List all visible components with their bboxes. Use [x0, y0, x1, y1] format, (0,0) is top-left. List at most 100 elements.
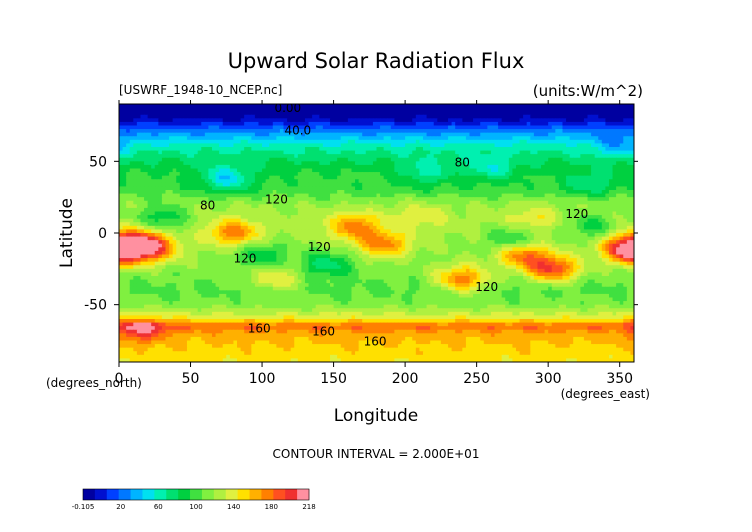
heatmap-cell — [523, 147, 528, 152]
heatmap-cell — [623, 190, 628, 195]
heatmap-cell — [405, 225, 410, 231]
heatmap-cell — [122, 154, 127, 159]
heatmap-cell — [383, 200, 388, 205]
heatmap-cell — [219, 147, 224, 152]
heatmap-cell — [530, 200, 535, 205]
heatmap-cell — [154, 225, 159, 231]
heatmap-cell — [501, 164, 506, 170]
heatmap-cell — [440, 121, 446, 127]
heatmap-cell — [308, 164, 313, 170]
heatmap-cell — [444, 132, 449, 137]
heatmap-cell — [591, 204, 596, 209]
heatmap-cell — [337, 104, 342, 109]
heatmap-cell — [433, 225, 438, 231]
heatmap-cell — [358, 139, 363, 145]
heatmap-cell — [587, 197, 592, 202]
heatmap-cell — [448, 132, 453, 137]
heatmap-cell — [630, 150, 634, 155]
heatmap-cell — [566, 118, 571, 123]
heatmap-cell — [480, 107, 485, 112]
heatmap-cell — [158, 114, 163, 119]
heatmap-cell — [276, 179, 281, 184]
heatmap-cell — [616, 114, 621, 119]
heatmap-cell — [262, 147, 267, 152]
heatmap-cell — [369, 225, 374, 231]
heatmap-cell — [483, 197, 488, 202]
heatmap-cell — [133, 200, 138, 205]
heatmap-cell — [455, 197, 460, 202]
heatmap-cell — [573, 121, 578, 127]
heatmap-cell — [490, 215, 496, 220]
heatmap-cell — [448, 129, 453, 134]
heatmap-cell — [569, 168, 574, 173]
heatmap-cell — [619, 197, 624, 202]
heatmap-cell — [601, 186, 606, 191]
heatmap-cell — [126, 125, 131, 130]
heatmap-cell — [422, 190, 428, 195]
heatmap-cell — [401, 190, 406, 195]
heatmap-cell — [308, 114, 313, 119]
heatmap-cell — [619, 118, 624, 123]
heatmap-cell — [297, 104, 302, 109]
heatmap-cell — [519, 121, 524, 127]
heatmap-cell — [272, 157, 277, 162]
heatmap-cell — [269, 168, 274, 173]
heatmap-cell — [465, 154, 471, 159]
heatmap-cell — [541, 211, 546, 216]
heatmap-cell — [190, 154, 195, 159]
heatmap-cell — [483, 211, 488, 216]
heatmap-cell — [448, 186, 453, 191]
heatmap-cell — [619, 107, 624, 112]
heatmap-cell — [144, 193, 149, 198]
heatmap-cell — [544, 114, 549, 119]
heatmap-cell — [190, 204, 195, 209]
heatmap-cell — [458, 118, 463, 123]
heatmap-cell — [169, 190, 174, 195]
heatmap-cell — [358, 211, 363, 216]
heatmap-cell — [526, 179, 531, 184]
heatmap-cell — [548, 104, 553, 109]
heatmap-cell — [566, 125, 571, 130]
heatmap-cell — [512, 193, 517, 198]
heatmap-cell — [287, 197, 292, 202]
heatmap-cell — [272, 164, 277, 170]
heatmap-cell — [319, 218, 324, 223]
heatmap-cell — [254, 168, 260, 173]
heatmap-cell — [330, 139, 335, 145]
heatmap-cell — [544, 179, 549, 184]
heatmap-cell — [262, 215, 267, 220]
heatmap-cell — [244, 132, 249, 137]
heatmap-cell — [194, 121, 199, 127]
heatmap-cell — [426, 161, 431, 166]
heatmap-cell — [487, 107, 492, 112]
heatmap-cell — [215, 143, 220, 148]
heatmap-cell — [251, 164, 256, 170]
heatmap-cell — [394, 111, 399, 116]
heatmap-cell — [383, 204, 388, 209]
heatmap-cell — [387, 175, 392, 180]
heatmap-cell — [469, 200, 474, 205]
heatmap-cell — [190, 125, 195, 130]
heatmap-cell — [208, 215, 213, 220]
heatmap-cell — [247, 136, 252, 141]
heatmap-cell — [287, 168, 292, 173]
heatmap-cell — [555, 139, 560, 145]
heatmap-cell — [158, 225, 163, 231]
heatmap-cell — [422, 225, 428, 231]
heatmap-cell — [140, 193, 145, 198]
heatmap-cell — [211, 222, 217, 227]
heatmap-cell — [601, 118, 606, 123]
heatmap-cell — [548, 164, 553, 170]
heatmap-cell — [422, 186, 428, 191]
heatmap-cell — [333, 218, 338, 223]
heatmap-cell — [254, 197, 260, 202]
heatmap-cell — [387, 211, 392, 216]
heatmap-cell — [508, 147, 514, 152]
heatmap-cell — [455, 136, 460, 141]
heatmap-cell — [301, 207, 306, 213]
heatmap-cell — [337, 147, 342, 152]
heatmap-cell — [426, 164, 431, 170]
heatmap-cell — [161, 218, 167, 223]
heatmap-cell — [458, 150, 463, 155]
heatmap-cell — [147, 161, 152, 166]
